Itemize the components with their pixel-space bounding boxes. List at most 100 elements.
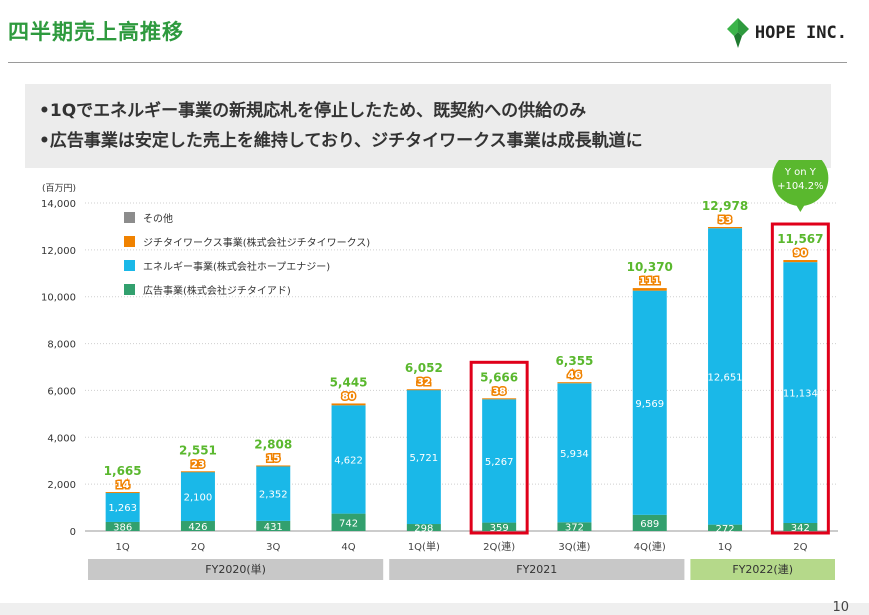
bar-segment-energy bbox=[406, 389, 441, 525]
data-label-ad: 386 bbox=[113, 522, 132, 533]
y-tick-label: 4,000 bbox=[47, 433, 76, 444]
data-label-energy: 5,721 bbox=[410, 453, 439, 464]
fiscal-year-band bbox=[88, 559, 384, 580]
data-label-ad: 372 bbox=[565, 523, 584, 534]
fiscal-year-label: FY2021 bbox=[516, 563, 557, 576]
y-tick-label: 14,000 bbox=[41, 199, 76, 210]
bar-segment-ad bbox=[105, 521, 140, 531]
data-label-jichitai: 90 bbox=[793, 248, 807, 259]
y-tick-label: 0 bbox=[70, 527, 76, 538]
x-tick-label: 3Q bbox=[266, 542, 280, 553]
y-tick-label: 8,000 bbox=[47, 340, 76, 351]
bar-segment-energy bbox=[482, 399, 517, 523]
x-tick-label: 2Q(連) bbox=[483, 540, 515, 553]
footer-bar bbox=[0, 603, 869, 615]
bar-segment-ad bbox=[557, 522, 592, 531]
bar-segment-energy bbox=[331, 405, 366, 514]
data-label-ad: 431 bbox=[264, 522, 283, 533]
bar-segment-ad bbox=[256, 520, 291, 531]
fiscal-year-label: FY2022(連) bbox=[732, 562, 793, 576]
bar-segment-jichitai bbox=[180, 471, 215, 473]
x-tick-label: 4Q(連) bbox=[634, 540, 666, 553]
quarterly-sales-chart: (百万円) 0 2,000 4,000 6,000 8,000 10,000 12,000 14… bbox=[41, 160, 838, 580]
bar-segment-jichitai bbox=[708, 226, 743, 229]
total-label: 6,052 bbox=[405, 361, 443, 375]
data-label-ad: 342 bbox=[791, 523, 810, 534]
legend-label-ad: 広告事業(株式会社ジチタイアド) bbox=[143, 284, 291, 297]
data-label-energy: 1,263 bbox=[108, 503, 137, 514]
legend-label-energy: エネルギー事業(株式会社ホープエナジー) bbox=[143, 260, 330, 273]
bar-segment-energy bbox=[632, 290, 667, 515]
data-label-energy: 12,651 bbox=[708, 372, 743, 383]
legend-swatch-other bbox=[124, 212, 135, 223]
data-label-jichitai: 32 bbox=[417, 377, 431, 388]
x-tick-label: 2Q bbox=[793, 542, 807, 553]
summary-box: •1Qでエネルギー事業の新規応札を停止したため、既契約への供給のみ •広告事業は… bbox=[25, 84, 831, 168]
data-label-jichitai: 111 bbox=[639, 276, 660, 287]
yoy-callout bbox=[772, 160, 829, 206]
bar-segment-energy bbox=[180, 471, 215, 522]
bar-segment-ad bbox=[406, 524, 441, 531]
bar-segment-ad bbox=[482, 522, 517, 531]
y-tick-label: 10,000 bbox=[41, 293, 76, 304]
bar-segment-jichitai bbox=[406, 389, 441, 391]
total-label: 11,567 bbox=[777, 232, 823, 246]
x-tick-label: 3Q(連) bbox=[558, 540, 590, 553]
data-label-jichitai: 15 bbox=[266, 453, 280, 464]
highlight-box bbox=[469, 360, 529, 535]
y-tick-label: 2,000 bbox=[47, 480, 76, 491]
data-label-energy: 9,569 bbox=[635, 399, 664, 410]
legend-label-jichitai: ジチタイワークス事業(株式会社ジチタイワークス) bbox=[143, 236, 370, 249]
bar-segment-jichitai bbox=[256, 465, 291, 467]
data-label-jichitai: 80 bbox=[342, 391, 356, 402]
bar-segment-ad bbox=[180, 521, 215, 531]
bar-segment-energy bbox=[256, 465, 291, 521]
legend-label-other: その他 bbox=[143, 212, 173, 225]
legend-swatch-energy bbox=[124, 260, 135, 271]
fiscal-year-label: FY2020(単) bbox=[205, 562, 266, 576]
total-label: 5,666 bbox=[480, 370, 518, 384]
legend-swatch-jichitai bbox=[124, 236, 135, 247]
highlight-box bbox=[770, 222, 830, 535]
data-label-energy: 5,934 bbox=[560, 449, 589, 460]
data-label-jichitai: 53 bbox=[718, 215, 732, 226]
bar-segment-energy bbox=[105, 492, 140, 522]
total-label: 1,665 bbox=[104, 464, 142, 478]
bar-segment-energy bbox=[783, 262, 818, 523]
data-label-ad: 426 bbox=[188, 522, 207, 533]
summary-line-2: •広告事業は安定した売上を維持しており、ジチタイワークス事業は成長軌道に bbox=[39, 131, 643, 151]
summary-line-1: •1Qでエネルギー事業の新規応札を停止したため、既契約への供給のみ bbox=[39, 101, 587, 121]
data-label-energy: 2,352 bbox=[259, 489, 288, 500]
bar-segment-ad bbox=[331, 513, 366, 531]
data-label-energy: 4,622 bbox=[334, 455, 363, 466]
x-tick-label: 2Q bbox=[191, 542, 205, 553]
data-label-ad: 359 bbox=[490, 523, 509, 534]
fiscal-year-band bbox=[389, 559, 685, 580]
bar-segment-jichitai bbox=[105, 492, 140, 494]
bar-segment-ad bbox=[632, 514, 667, 531]
y-tick-label: 12,000 bbox=[41, 246, 76, 257]
total-label: 10,370 bbox=[627, 260, 673, 274]
fiscal-year-band bbox=[690, 559, 835, 580]
y-unit-label: (百万円) bbox=[42, 183, 76, 194]
x-tick-label: 1Q(単) bbox=[408, 540, 440, 553]
data-label-ad: 689 bbox=[640, 519, 659, 530]
data-label-jichitai: 23 bbox=[191, 459, 205, 470]
x-tick-label: 1Q bbox=[116, 542, 130, 553]
data-label-ad: 272 bbox=[716, 524, 735, 535]
bar-segment-ad bbox=[783, 522, 818, 531]
bar-segment-jichitai bbox=[632, 288, 667, 291]
data-label-jichitai: 14 bbox=[116, 480, 130, 491]
total-label: 5,445 bbox=[330, 375, 368, 389]
total-label: 2,551 bbox=[179, 443, 217, 457]
legend-swatch-ad bbox=[124, 284, 135, 295]
data-label-ad: 298 bbox=[414, 524, 433, 535]
bar-segment-jichitai bbox=[783, 260, 818, 263]
bar-segment-jichitai bbox=[331, 403, 366, 406]
logo-text: HOPE INC. bbox=[754, 23, 847, 43]
x-tick-label: 4Q bbox=[341, 542, 355, 553]
header-divider bbox=[8, 62, 847, 63]
total-label: 12,978 bbox=[702, 199, 748, 213]
company-logo: HOPE INC. bbox=[726, 18, 847, 48]
data-label-energy: 11,134 bbox=[783, 389, 818, 400]
